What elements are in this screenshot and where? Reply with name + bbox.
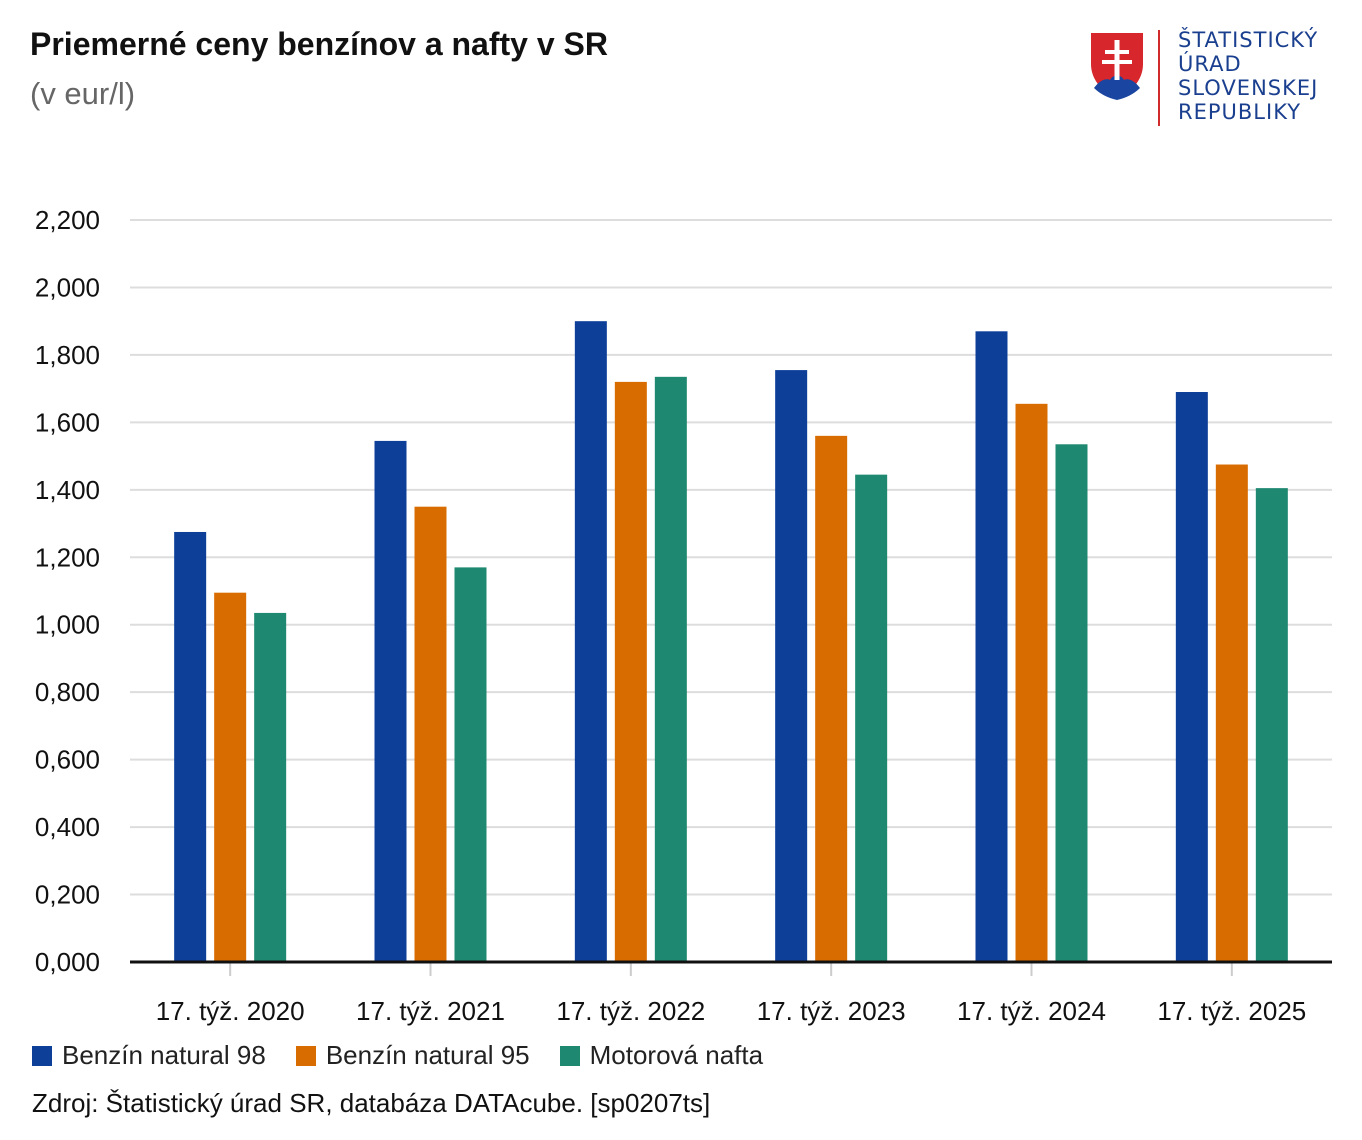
legend-label: Benzín natural 95 <box>325 1040 530 1070</box>
bar <box>1215 464 1248 962</box>
bar <box>1015 403 1048 963</box>
y-tick-label: 1,800 <box>35 340 100 370</box>
y-tick-label: 2,200 <box>35 205 100 235</box>
x-tick-label: 17. týž. 2023 <box>757 996 906 1026</box>
x-tick-label: 17. týž. 2024 <box>957 996 1106 1026</box>
bar <box>574 321 607 962</box>
bar <box>374 440 407 962</box>
source-note: Zdroj: Štatistický úrad SR, databáza DAT… <box>32 1088 711 1118</box>
y-tick-label: 0,400 <box>35 812 100 842</box>
y-tick-label: 2,000 <box>35 272 100 302</box>
bar <box>815 435 848 962</box>
legend-swatch <box>32 1045 52 1066</box>
chart-title: Priemerné ceny benzínov a nafty v SR <box>30 26 608 62</box>
bar <box>975 331 1008 962</box>
statistical-office-logo: ŠTATISTICKÝ ÚRAD SLOVENSKEJ REPUBLIKY <box>1086 28 1336 128</box>
bar <box>414 506 447 962</box>
logo-line: ÚRAD <box>1178 52 1242 76</box>
bar <box>775 370 808 962</box>
bar <box>174 531 207 962</box>
x-tick-label: 17. týž. 2020 <box>156 996 305 1026</box>
logo-separator <box>1158 30 1160 126</box>
bar-chart: 0,000 0,200 0,400 0,600 0,800 1,000 1,200 1,400… <box>35 205 1332 1026</box>
legend-swatch <box>295 1045 316 1066</box>
bar <box>1175 392 1208 962</box>
legend-item-benzin-95[interactable]: Benzín natural 95 <box>295 1040 530 1071</box>
logo-line: SLOVENSKEJ <box>1178 76 1319 100</box>
legend-label: Benzín natural 98 <box>62 1040 266 1070</box>
bar <box>254 612 287 962</box>
logo-line: REPUBLIKY <box>1178 100 1302 124</box>
slovak-coat-of-arms-icon <box>1089 31 1145 102</box>
y-tick-label: 1,400 <box>35 475 100 505</box>
bar <box>614 381 647 963</box>
legend-swatch <box>559 1045 580 1066</box>
x-tick-label: 17. týž. 2022 <box>556 996 705 1026</box>
x-tick-label: 17. týž. 2021 <box>356 996 505 1026</box>
bar <box>1255 488 1288 962</box>
y-tick-label: 0,000 <box>35 947 100 977</box>
y-tick-label: 0,600 <box>35 745 100 775</box>
bar <box>1055 444 1088 962</box>
chart-legend: Benzín natural 98 Benzín natural 95 Moto… <box>32 1040 763 1071</box>
bar <box>855 474 888 962</box>
legend-item-nafta[interactable]: Motorová nafta <box>559 1040 764 1071</box>
y-tick-label: 1,200 <box>35 542 100 572</box>
y-tick-label: 1,600 <box>35 407 100 437</box>
bar <box>654 376 687 963</box>
y-tick-label: 0,800 <box>35 677 100 707</box>
legend-item-benzin-98[interactable]: Benzín natural 98 <box>32 1040 266 1071</box>
bar <box>214 592 247 962</box>
bar <box>454 567 487 962</box>
logo-text: ŠTATISTICKÝ ÚRAD SLOVENSKEJ REPUBLIKY <box>1178 28 1318 124</box>
y-tick-label: 0,200 <box>35 880 100 910</box>
chart-subtitle: (v eur/l) <box>30 76 136 111</box>
x-tick-label: 17. týž. 2025 <box>1157 996 1306 1026</box>
y-tick-label: 1,000 <box>35 610 100 640</box>
logo-line: ŠTATISTICKÝ <box>1178 28 1319 52</box>
legend-label: Motorová nafta <box>589 1040 764 1070</box>
